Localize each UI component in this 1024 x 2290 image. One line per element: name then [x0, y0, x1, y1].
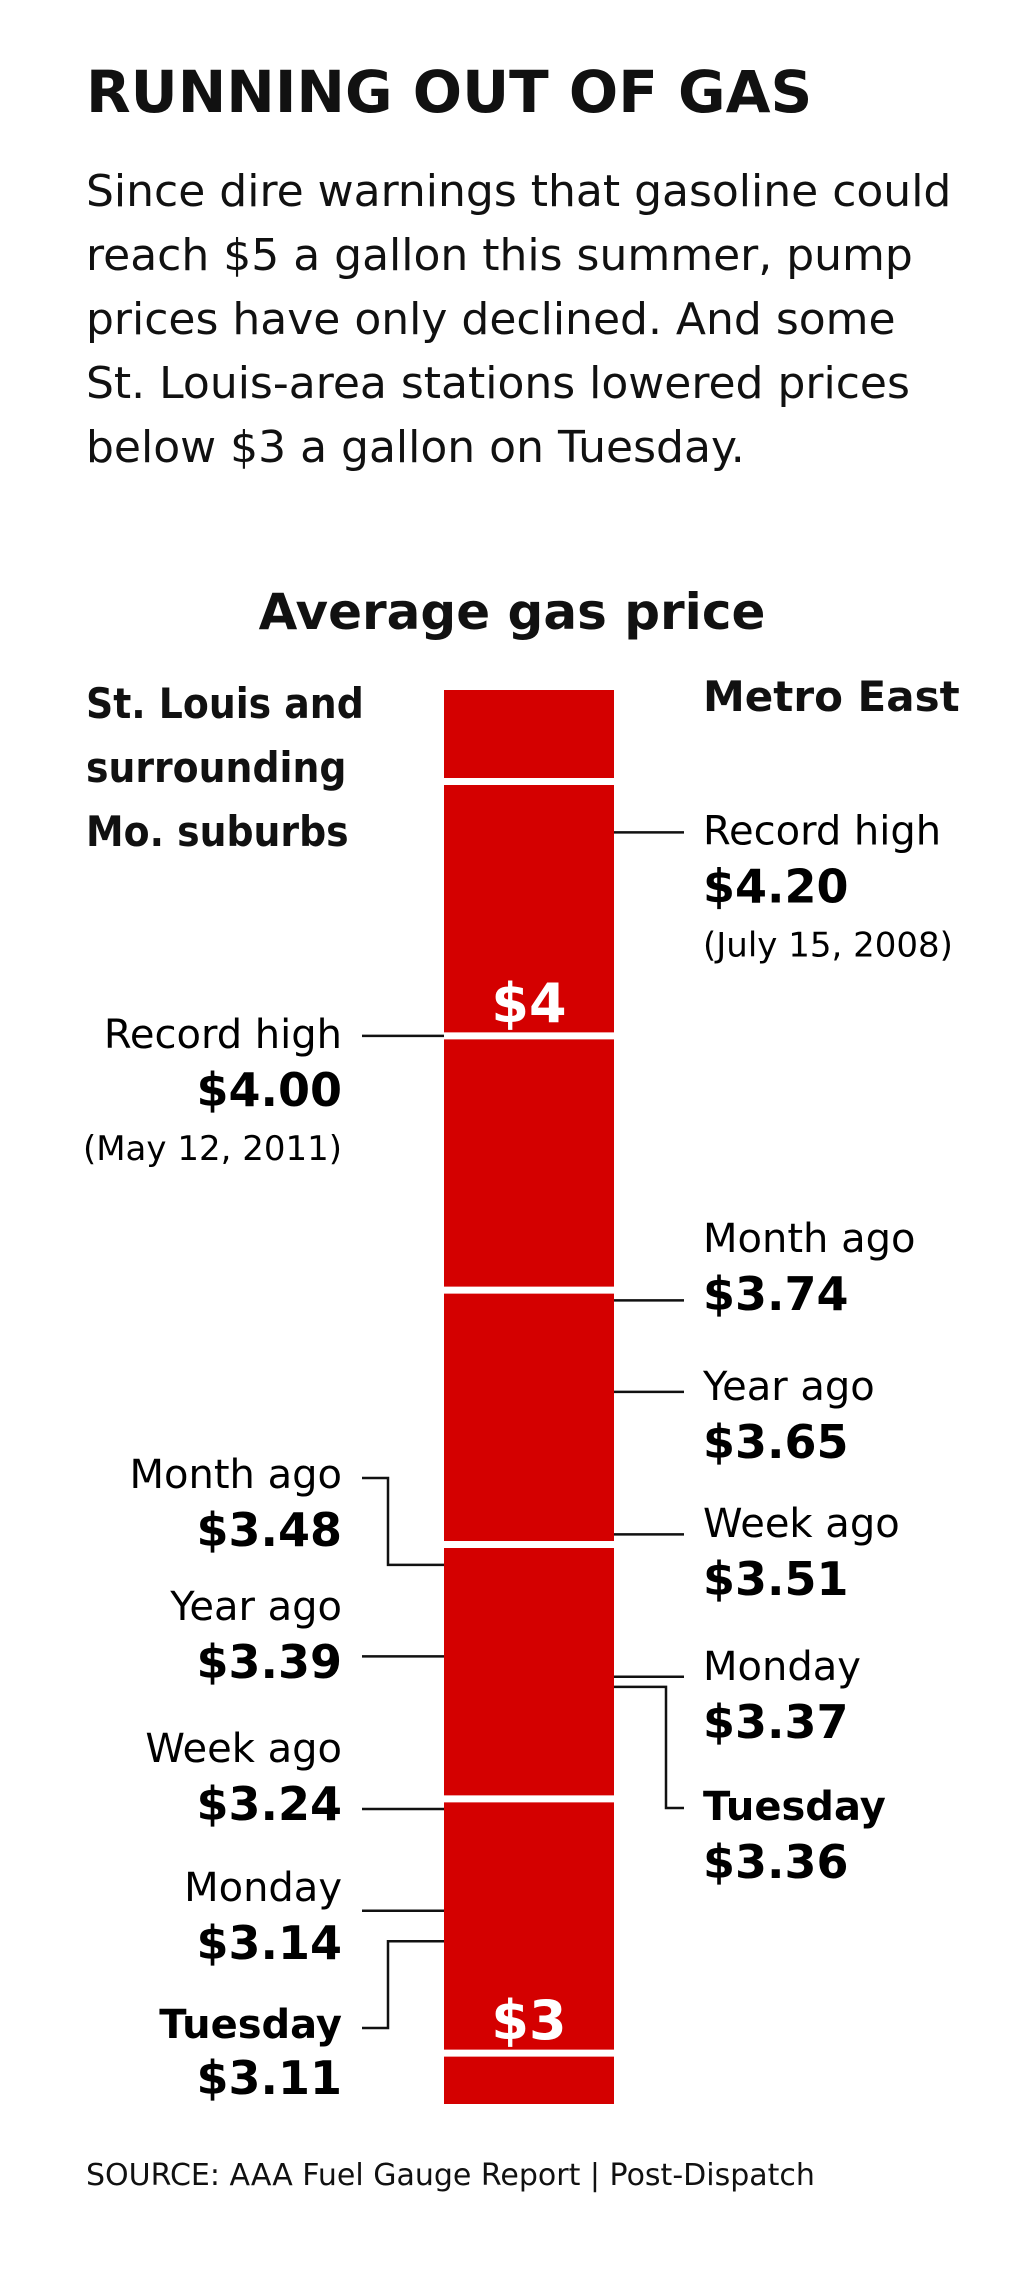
left-leader-line	[362, 1476, 444, 1567]
right-point-label: Week ago	[703, 1501, 900, 1547]
left-point-note: (May 12, 2011)	[83, 1129, 342, 1169]
right-region-label: Metro East	[703, 672, 960, 721]
headline: RUNNING OUT OF GAS	[86, 58, 813, 126]
right-point-label: Record high	[703, 808, 941, 854]
right-point-price: $3.65	[703, 1415, 849, 1469]
right-point-price: $3.37	[703, 1695, 849, 1749]
left-point-label: Month ago	[130, 1452, 342, 1498]
right-point-price: $4.20	[703, 859, 849, 913]
left-point-price: $3.48	[196, 1503, 342, 1557]
left-leader-line	[362, 1939, 444, 2030]
left-point-price: $3.39	[196, 1635, 342, 1689]
right-leader-line	[614, 1685, 684, 1810]
left-point-label: Week ago	[145, 1726, 342, 1772]
right-point-price: $3.36	[703, 1835, 849, 1889]
right-point-note: (July 15, 2008)	[703, 925, 953, 965]
left-point-price: $3.24	[196, 1777, 342, 1831]
right-point-price: $3.51	[703, 1552, 849, 1606]
right-point-price: $3.74	[703, 1267, 849, 1321]
left-point-label: Year ago	[169, 1584, 342, 1630]
right-point-label: Monday	[703, 1644, 861, 1690]
right-point-label: Year ago	[702, 1364, 875, 1410]
left-point-price: $3.14	[196, 1916, 342, 1970]
right-point-label: Month ago	[703, 1216, 915, 1262]
right-point-label: Tuesday	[703, 1784, 886, 1830]
left-point-label: Record high	[104, 1012, 342, 1058]
scale-label: $3	[491, 1989, 566, 2052]
chart-title: Average gas price	[258, 583, 766, 641]
scale-label: $4	[491, 972, 566, 1035]
left-point-price: $3.11	[196, 2051, 342, 2105]
intro-text: Since dire warnings that gasoline could …	[86, 166, 952, 473]
left-point-price: $4.00	[196, 1063, 342, 1117]
price-bar	[444, 690, 614, 2104]
left-point-label: Tuesday	[159, 2002, 342, 2048]
left-region-label: St. Louis and surrounding Mo. suburbs	[86, 679, 364, 856]
left-point-label: Monday	[184, 1865, 342, 1911]
source-credit: SOURCE: AAA Fuel Gauge Report | Post-Dis…	[86, 2158, 815, 2193]
